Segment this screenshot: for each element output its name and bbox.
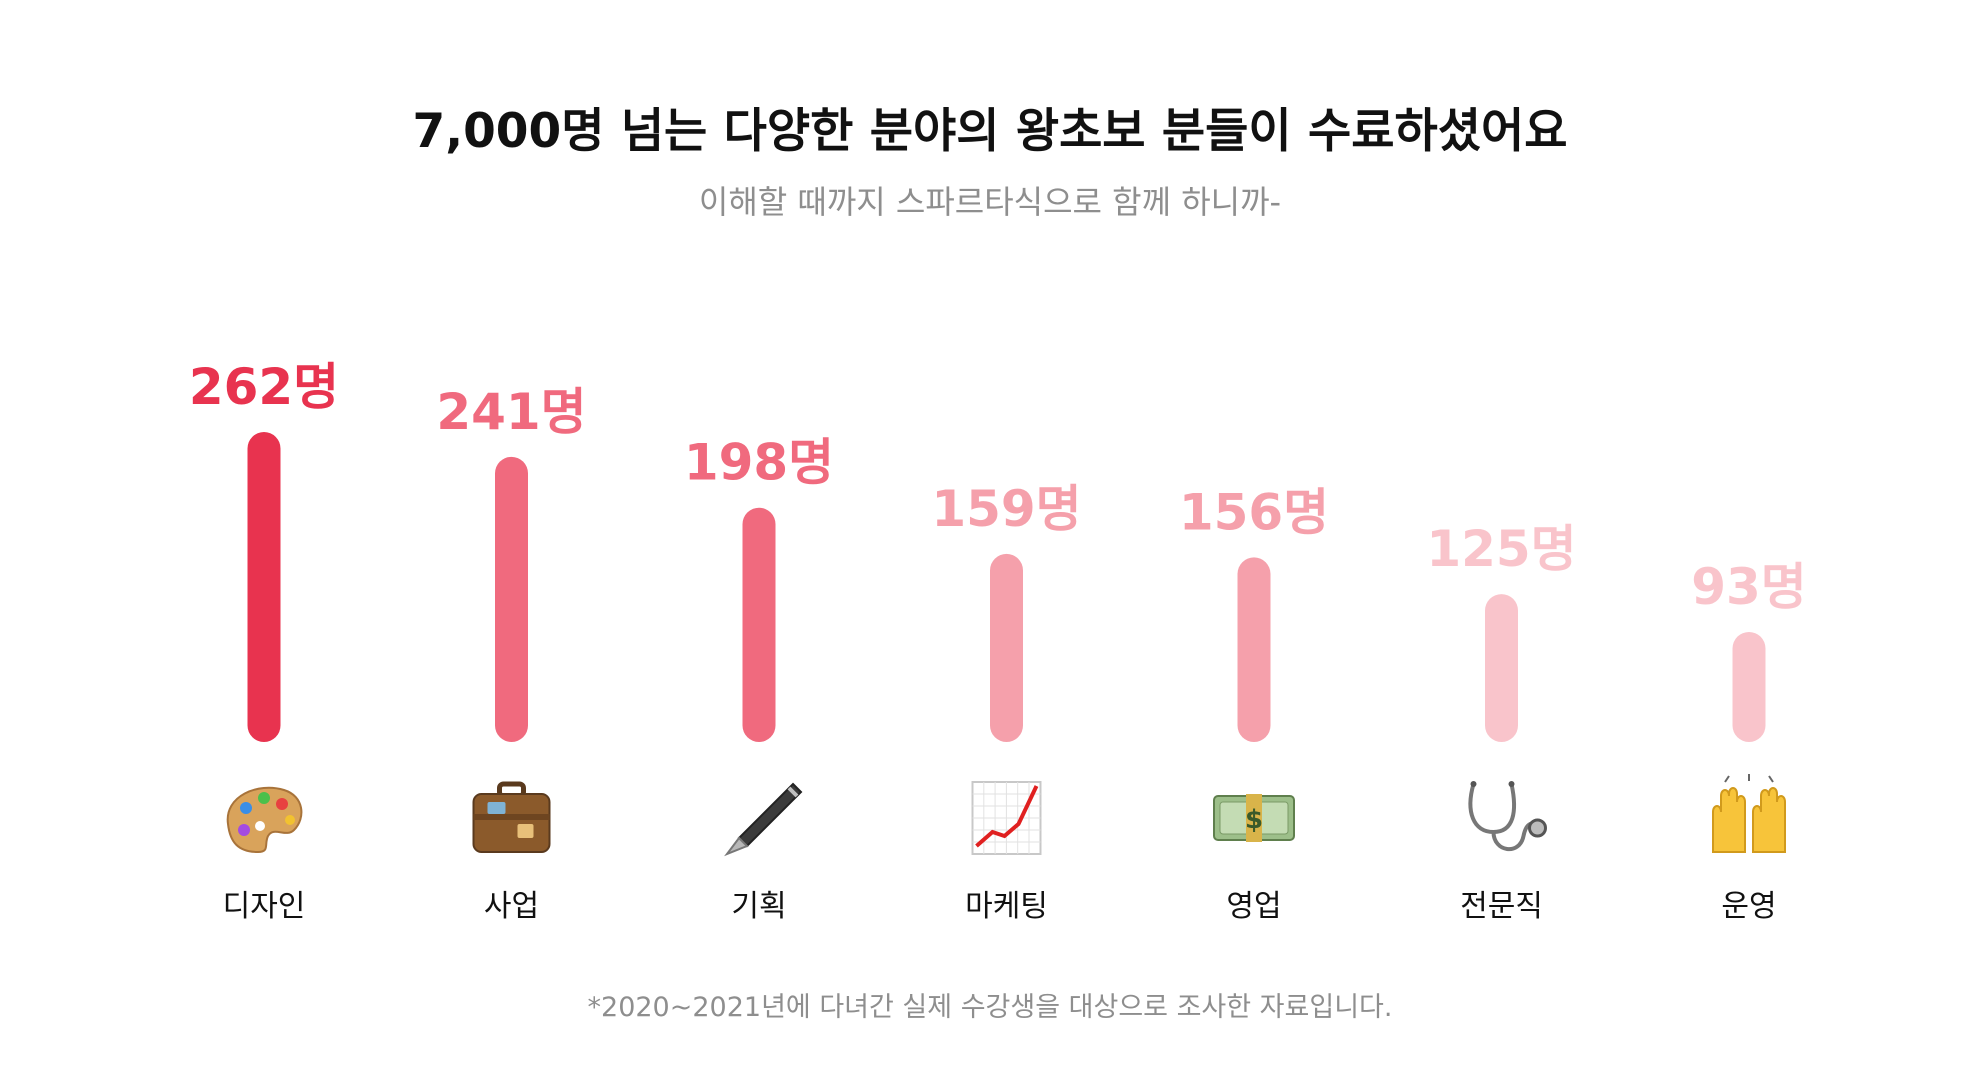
bar-4 [990,553,1023,742]
bar-1 [247,432,281,742]
category-label: 운영 [1721,889,1776,924]
value-label: 93명 [1691,558,1807,616]
money-icon: $ [1213,794,1295,842]
value-label: 156명 [1179,483,1329,541]
chart-title: 7,000명 넘는 다양한 분야의 왕초보 분들이 수료하셨어요 [412,104,1568,159]
value-label: 241명 [436,383,586,441]
bar-6 [1485,594,1518,742]
category-label: 전문직 [1460,889,1543,924]
category-label: 기획 [731,889,786,924]
raising-hands-icon [1712,774,1786,853]
bar-3 [742,507,776,742]
footnote: *2020~2021년에 다녀간 실제 수강생을 대상으로 조사한 자료입니다. [587,992,1393,1023]
value-label: 125명 [1426,520,1576,578]
pen-icon [724,782,803,857]
category-label: 마케팅 [965,889,1048,924]
palette-icon [226,786,303,854]
value-label: 198명 [684,434,834,492]
briefcase-icon [472,781,551,853]
bar-5 [1237,557,1271,742]
value-label: 262명 [189,358,339,416]
chart-increasing-icon [971,781,1042,855]
chart-subtitle: 이해할 때까지 스파르타식으로 함께 하니까- [698,183,1282,221]
category-label: 사업 [484,889,539,924]
bar-7 [1732,631,1766,742]
stethoscope-icon [1468,781,1547,852]
category-label: 디자인 [223,889,306,924]
svg-text:$: $ [1245,805,1263,835]
value-label: 159명 [931,480,1081,538]
bar-2 [495,456,528,742]
category-label: 영업 [1226,889,1281,924]
